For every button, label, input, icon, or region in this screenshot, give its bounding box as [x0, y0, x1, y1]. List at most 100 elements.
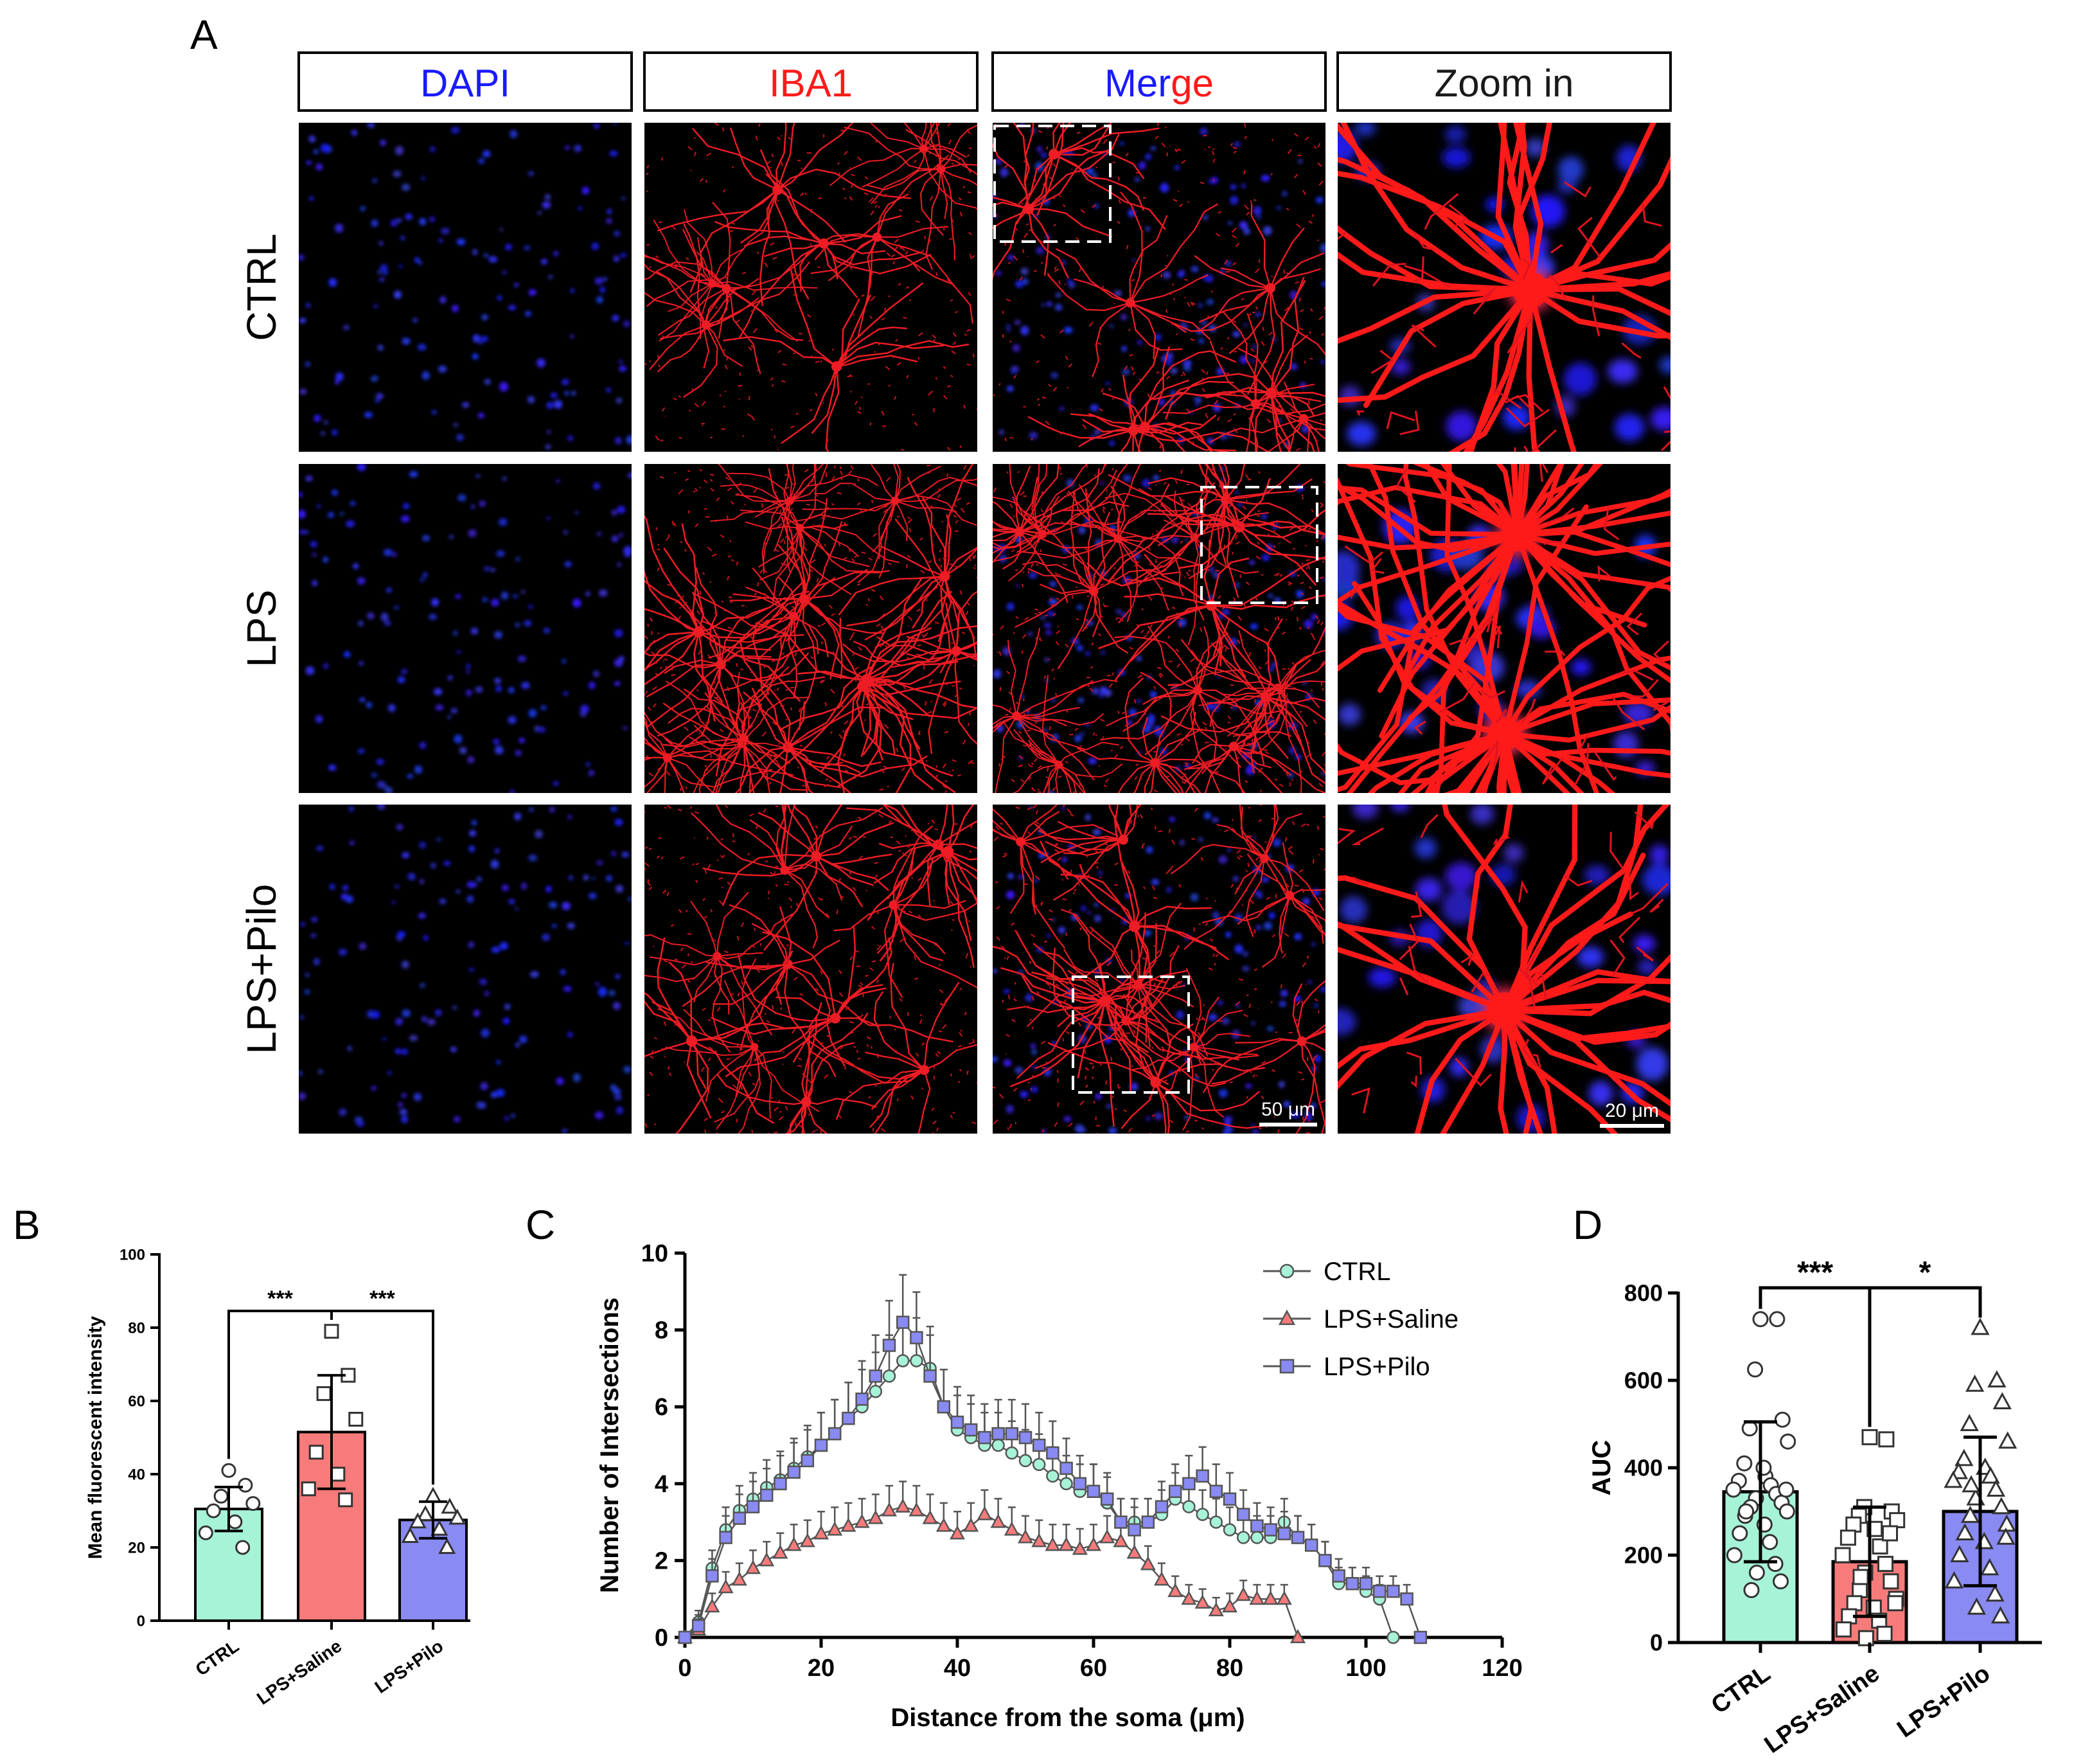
process-fragment	[686, 909, 688, 913]
process-fragment	[833, 373, 838, 379]
microglia-process	[789, 474, 878, 502]
microglia-process	[834, 984, 883, 1019]
microglia-process	[1027, 134, 1120, 210]
microglia-process	[862, 685, 912, 793]
process-fragment	[1189, 281, 1194, 285]
process-fragment	[1293, 174, 1298, 179]
data-point	[1005, 1446, 1019, 1460]
microglia-process	[729, 904, 789, 965]
stray-process	[1351, 827, 1384, 846]
nucleus	[348, 806, 354, 812]
significance-label: ***	[267, 1287, 293, 1311]
nucleus	[421, 1016, 427, 1022]
process-fragment	[655, 435, 660, 441]
microglia-process	[947, 850, 977, 901]
process-fragment	[1158, 830, 1163, 833]
process-fragment	[657, 632, 660, 634]
process-fragment	[1248, 806, 1251, 809]
process-fragment	[736, 663, 738, 667]
nucleus	[493, 738, 500, 745]
process-fragment	[1201, 1016, 1206, 1021]
data-point	[1291, 1531, 1305, 1544]
microglia-process	[644, 263, 707, 326]
microglia-process	[1126, 925, 1149, 1007]
microglia-process	[1020, 841, 1065, 949]
process-fragment	[1041, 396, 1047, 399]
nucleus	[1015, 584, 1020, 587]
process-fragment	[1318, 783, 1324, 787]
process-fragment	[1061, 521, 1065, 526]
nucleus	[517, 655, 526, 663]
process-fragment	[1236, 756, 1239, 761]
process-fragment	[691, 388, 694, 391]
process-fragment	[907, 555, 911, 559]
process-fragment	[1019, 276, 1024, 281]
process-fragment	[970, 824, 973, 829]
process-fragment	[1026, 729, 1031, 732]
data-point	[1059, 1461, 1073, 1475]
nucleus	[564, 145, 571, 150]
process-fragment	[727, 688, 729, 690]
process-fragment	[1242, 505, 1247, 510]
process-fragment	[1149, 575, 1153, 579]
process-fragment	[754, 599, 757, 601]
process-fragment	[840, 895, 844, 898]
microglia-process	[1198, 287, 1272, 332]
process-fragment	[810, 159, 813, 163]
process-fragment	[1322, 560, 1325, 564]
process-fragment	[680, 540, 683, 544]
microglia-process	[738, 1046, 761, 1134]
process-fragment	[1181, 159, 1186, 165]
process-fragment	[838, 172, 841, 177]
nucleus	[466, 663, 471, 669]
process-fragment	[838, 542, 841, 547]
microglia-process	[1131, 925, 1151, 1021]
microglia-process	[1016, 715, 1085, 750]
process-fragment	[1255, 597, 1258, 601]
nucleus	[1131, 258, 1137, 262]
data-point	[1031, 1533, 1047, 1547]
process-fragment	[687, 510, 691, 514]
process-fragment	[817, 466, 822, 471]
process-fragment	[1112, 468, 1115, 470]
process-fragment	[1166, 254, 1169, 257]
microglia-process	[1058, 764, 1077, 793]
microglia-process	[1263, 805, 1279, 859]
nucleus	[459, 747, 467, 754]
microglia-process	[1277, 680, 1325, 688]
process-fragment	[1229, 1080, 1234, 1084]
data-point	[896, 1354, 910, 1368]
microglia-soma	[1089, 586, 1099, 596]
nucleus	[331, 489, 339, 496]
process-fragment	[1044, 533, 1047, 537]
process-fragment	[694, 811, 700, 814]
microglia-process	[1264, 618, 1283, 698]
process-fragment	[1006, 298, 1011, 302]
process-fragment	[860, 981, 864, 986]
nucleus	[1209, 567, 1214, 573]
stray-process	[1538, 971, 1547, 1001]
process-fragment	[662, 335, 667, 339]
process-fragment	[729, 540, 732, 543]
nucleus	[308, 135, 316, 143]
microglia-process	[1133, 905, 1212, 927]
nucleus	[1120, 141, 1124, 146]
nucleus	[611, 510, 617, 516]
micrograph-content	[644, 805, 977, 1134]
nucleus	[1307, 980, 1313, 984]
stray-process	[1603, 506, 1620, 540]
process-fragment	[1153, 1017, 1158, 1022]
y-tick-label: 60	[128, 1393, 145, 1410]
microglia-process	[835, 282, 924, 368]
process-fragment	[1079, 783, 1081, 787]
nucleus	[502, 271, 507, 275]
process-fragment	[1234, 393, 1238, 398]
nucleus	[1061, 857, 1068, 863]
process-fragment	[1161, 142, 1166, 148]
nucleus	[1018, 756, 1024, 760]
microglia-process	[644, 253, 713, 285]
process-fragment	[1324, 891, 1325, 895]
nucleus	[315, 715, 323, 723]
process-fragment	[1205, 922, 1209, 927]
nucleus	[394, 1048, 402, 1055]
